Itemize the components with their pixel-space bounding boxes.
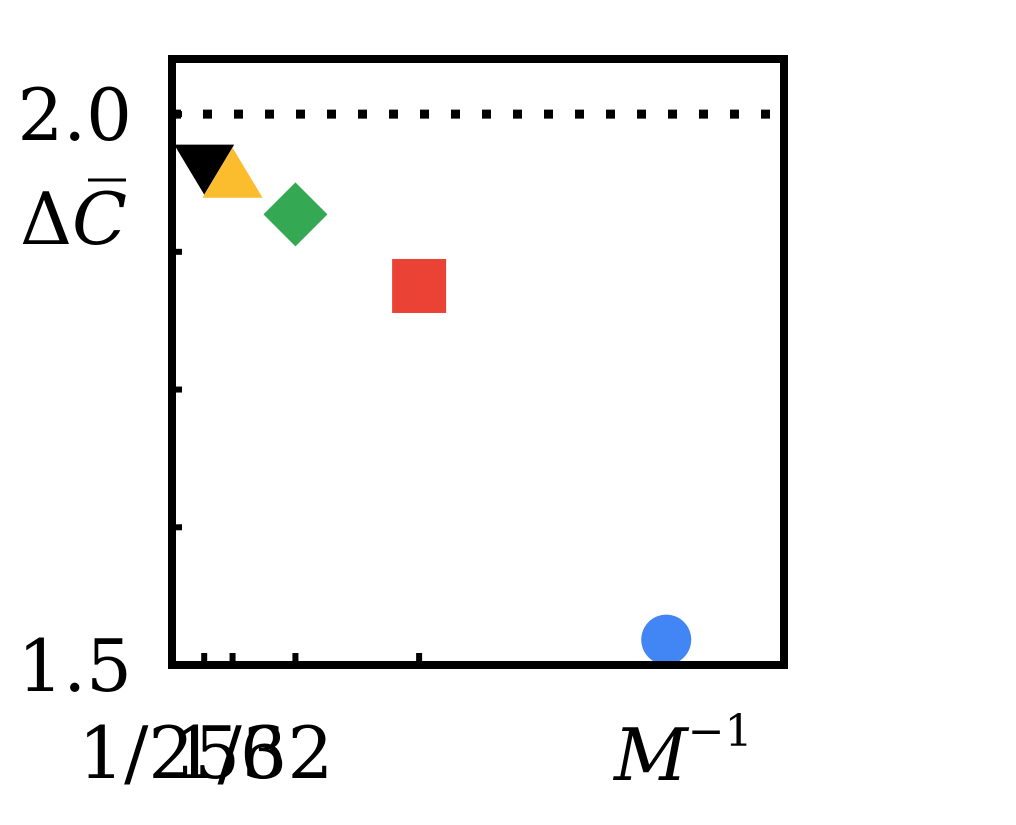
data-point-circle	[641, 614, 692, 665]
data-points-layer	[174, 144, 692, 665]
data-point-triangle-up	[202, 147, 263, 198]
y-tick-label: 2.0	[17, 73, 132, 157]
data-point-square	[392, 258, 447, 313]
data-point-triangle-down	[174, 144, 235, 195]
y-axis-label: ΔC	[20, 177, 127, 261]
data-point-diamond	[263, 182, 328, 247]
x-tick-label: 1/32	[172, 711, 334, 795]
x-tick-label: 1/256	[78, 711, 286, 795]
x-axis-label: M−1	[612, 706, 753, 797]
y-tick-label: 1.5	[17, 624, 132, 708]
plot-frame	[168, 55, 788, 669]
